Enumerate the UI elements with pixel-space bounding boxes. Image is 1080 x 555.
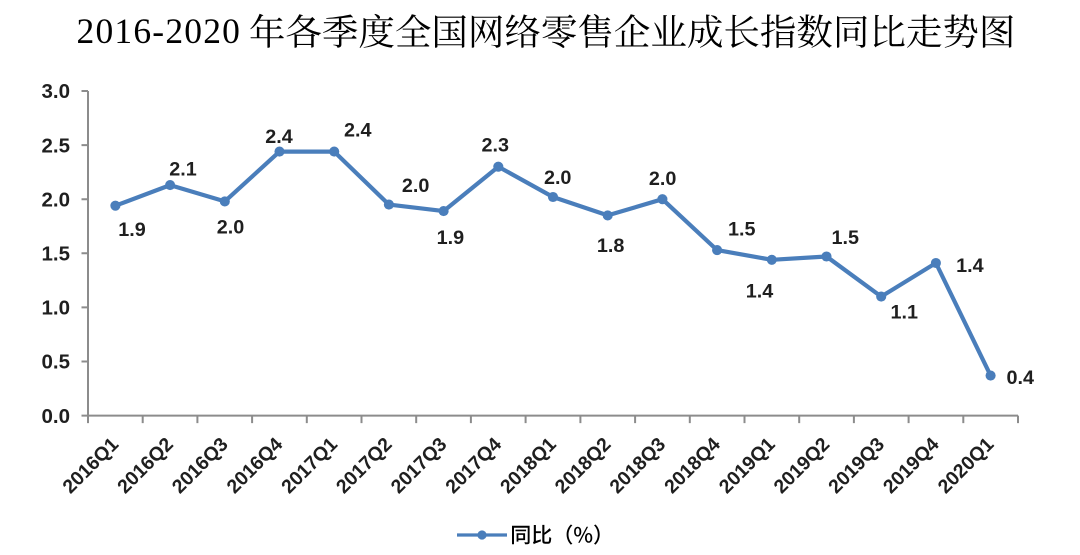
svg-text:2.0: 2.0 <box>217 217 245 239</box>
svg-text:2.3: 2.3 <box>482 135 510 157</box>
svg-text:3.0: 3.0 <box>42 80 71 103</box>
svg-text:2.0: 2.0 <box>649 168 677 190</box>
svg-text:1.9: 1.9 <box>437 227 465 249</box>
svg-text:0.0: 0.0 <box>42 405 71 428</box>
svg-text:2.0: 2.0 <box>402 175 430 197</box>
svg-text:2.0: 2.0 <box>42 188 71 211</box>
svg-text:1.9: 1.9 <box>118 219 146 241</box>
svg-text:1.1: 1.1 <box>891 302 919 324</box>
svg-text:1.5: 1.5 <box>728 219 756 241</box>
svg-text:1.5: 1.5 <box>832 227 860 249</box>
svg-text:1.8: 1.8 <box>597 235 625 257</box>
svg-text:2016-2020: 2016-2020 <box>77 11 242 51</box>
svg-text:1.0: 1.0 <box>42 297 71 320</box>
svg-text:1.5: 1.5 <box>42 243 71 266</box>
svg-text:2.4: 2.4 <box>265 126 293 148</box>
svg-text:2.0: 2.0 <box>544 167 572 189</box>
svg-text:0.5: 0.5 <box>42 351 71 374</box>
svg-text:2.1: 2.1 <box>169 159 197 181</box>
svg-text:1.4: 1.4 <box>746 281 774 303</box>
svg-text:2.4: 2.4 <box>344 119 372 141</box>
svg-text:1.4: 1.4 <box>956 255 984 277</box>
svg-text:2.5: 2.5 <box>42 134 71 157</box>
svg-text:0.4: 0.4 <box>1007 367 1035 389</box>
